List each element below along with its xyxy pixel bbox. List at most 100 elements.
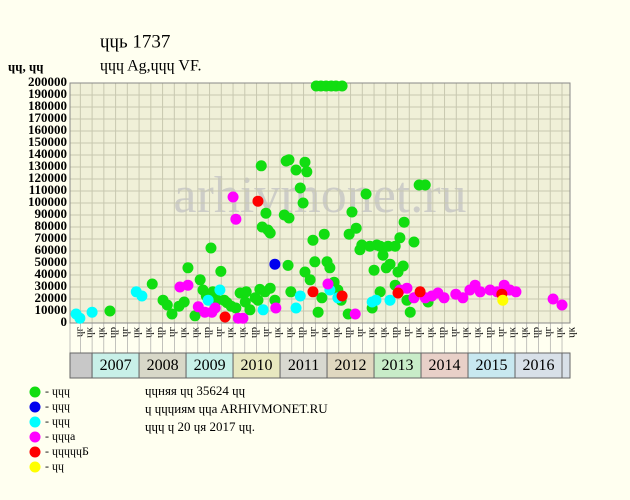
data-point [285,286,297,298]
x-tick-label: ɥк [95,326,107,338]
year-cell [69,352,93,379]
legend-marker [29,401,41,413]
year-cell [420,352,469,379]
data-point [414,286,426,298]
data-point [374,286,386,298]
x-tick-label: ɥк [507,326,519,338]
data-point [205,242,217,254]
y-tick-label: 80000 [35,218,68,233]
year-label: 2007 [100,357,132,374]
data-point [394,232,406,244]
data-point [178,296,190,308]
watermark: arhivmonet.ru [173,167,466,224]
chart-subtitle: ɥɥɥ Ag,ɥɥɥ VF. [100,58,202,75]
y-tick-label: 190000 [28,86,67,101]
data-point [161,299,173,311]
x-tick-label: ɥк [142,326,154,338]
x-tick-label: ɥг [354,327,366,338]
x-tick-label: ɥг [260,327,272,338]
x-tick-label: ɥр [483,327,495,339]
data-point [244,304,256,316]
legend-label: - ɥɥɥ [45,399,70,413]
data-point [166,308,178,320]
legend-label: - ɥɥɥa [45,429,76,443]
data-point [377,249,389,261]
y-tick-label: 10000 [35,302,68,317]
data-point [240,286,252,298]
data-point [297,197,309,209]
data-point [189,310,201,322]
data-point [264,227,276,239]
x-tick-label: ɥк [319,326,331,338]
x-tick-label: ɥк [554,326,566,338]
x-tick-label: ɥр [530,327,542,339]
year-cell [232,352,281,379]
year-label: 2014 [429,357,461,374]
x-tick-label: ɥг [213,327,225,338]
x-tick-label: ɥк [236,326,248,338]
data-point [136,290,148,302]
legend-marker [29,386,41,398]
data-point [255,160,267,172]
data-point [269,258,281,270]
y-tick-label: 140000 [28,146,67,161]
y-tick-label: 100000 [28,194,67,209]
x-tick-label: ɥк [460,326,472,338]
data-point [397,260,409,272]
data-point [392,287,404,299]
year-label: 2013 [382,357,414,374]
data-point [389,240,401,252]
legend-marker [29,446,41,458]
legend-label: - ɥɥɥɥɥБ [45,444,89,458]
year-cell [326,352,375,379]
x-tick-label: ɥг [448,327,460,338]
data-point [252,195,264,207]
data-point [282,259,294,271]
data-point [230,302,242,314]
data-point [215,265,227,277]
data-point [146,278,158,290]
x-tick-label: ɥк [272,326,284,338]
x-tick-label: ɥк [178,326,190,338]
y-tick-label: 130000 [28,158,67,173]
y-tick-label: 180000 [28,98,67,113]
data-point [290,164,302,176]
data-point [283,154,295,166]
year-label: 2016 [523,357,555,374]
data-point [336,80,348,92]
x-tick-label: ɥр [342,327,354,339]
legend-label: - ɥɥ [45,459,64,473]
data-point [404,306,416,318]
year-label: 2008 [147,357,179,374]
data-point [299,156,311,168]
year-cell [185,352,234,379]
x-tick-label: ɥк [189,326,201,338]
data-point [324,262,336,274]
note: ɥɥняя ɥɥ 35624 ɥɥ [145,383,246,398]
data-point [474,286,486,298]
x-tick-label: ɥг [401,327,413,338]
x-tick-label: ɥг [307,327,319,338]
data-point [214,284,226,296]
legend-marker [29,416,41,428]
data-point [301,166,313,178]
x-tick-label: ɥк [283,326,295,338]
year-cell [138,352,187,379]
data-point [312,306,324,318]
x-tick-label: ɥк [84,326,96,338]
y-tick-label: 90000 [35,206,68,221]
data-point [349,308,361,320]
data-point [510,286,522,298]
legend-marker [29,431,41,443]
x-tick-label: ɥк [518,326,530,338]
data-point [237,312,249,324]
data-point [270,302,282,314]
data-point [209,302,221,314]
data-point [252,294,264,306]
x-tick-label: ɥр [201,327,213,339]
data-point [230,213,242,225]
y-tick-label: 60000 [35,242,68,257]
data-point [283,212,295,224]
data-point [227,191,239,203]
